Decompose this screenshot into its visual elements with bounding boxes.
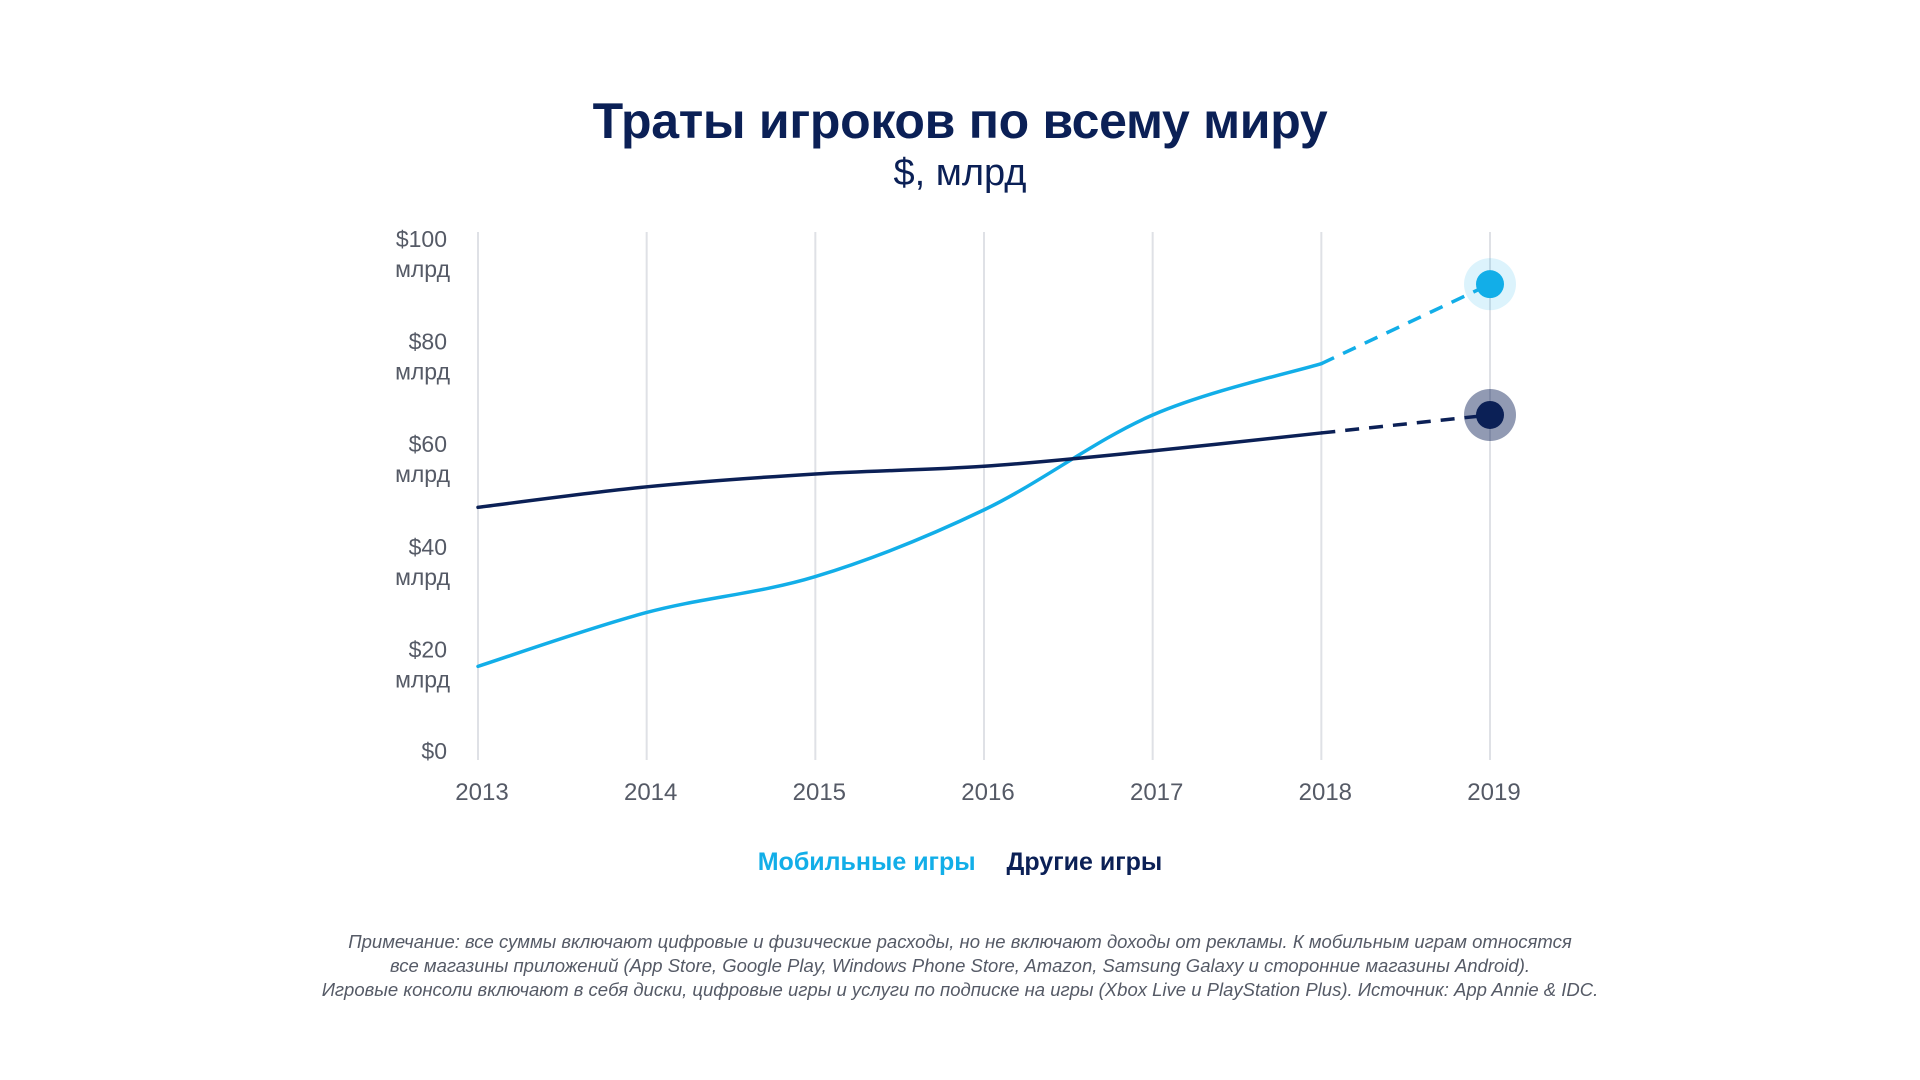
chart-title: Траты игроков по всему миру — [592, 93, 1328, 149]
legend-item-mobile: Мобильные игры — [757, 848, 976, 876]
chart-subtitle: $, млрд — [893, 152, 1027, 194]
series-layer — [476, 258, 1516, 669]
y-tick-value-80: $80 — [409, 329, 447, 355]
y-tick-value-100: $100 — [396, 226, 447, 252]
footnote-line-2: все магазины приложений (App Store, Goog… — [389, 955, 1531, 976]
point-mobile-2019 — [1476, 270, 1504, 299]
y-tick-value-20: $20 — [409, 636, 447, 662]
legend: Мобильные игры Другие игры — [0, 848, 1920, 877]
point-other-2019 — [1476, 400, 1504, 429]
x-tick-2016: 2016 — [961, 779, 1014, 806]
x-tick-2019: 2019 — [1467, 779, 1520, 806]
x-tick-2014: 2014 — [624, 779, 677, 806]
y-tick-unit-40: млрд — [395, 564, 450, 590]
series-forecast-other — [1321, 413, 1491, 435]
y-tick-unit-20: млрд — [395, 666, 450, 692]
x-tick-2015: 2015 — [793, 779, 846, 806]
y-tick-value-40: $40 — [409, 534, 447, 560]
series-line-other — [476, 431, 1324, 510]
axis-layer: 2013 2014 2015 2016 2017 2018 2019 $0 $20 млрд $40… — [395, 226, 1521, 806]
y-tick-unit-80: млрд — [395, 359, 450, 385]
x-tick-2018: 2018 — [1299, 779, 1352, 806]
footnote-line-3: Игровые консоли включают в себя диски, ц… — [321, 979, 1599, 1000]
legend-item-other: Другие игры — [1006, 848, 1163, 876]
x-tick-2017: 2017 — [1130, 779, 1183, 806]
x-tick-2013: 2013 — [455, 779, 508, 806]
y-tick-unit-100: млрд — [395, 256, 450, 282]
y-tick-value-0: $0 — [421, 738, 447, 764]
y-tick-unit-60: млрд — [395, 461, 450, 487]
grid-layer — [477, 232, 1491, 760]
series-forecast-mobile — [1320, 282, 1491, 366]
footnote: Примечание: все суммы включают цифровые … — [0, 930, 1920, 1002]
y-tick-value-60: $60 — [409, 431, 447, 457]
series-line-mobile — [476, 361, 1324, 669]
footnote-line-1: Примечание: все суммы включают цифровые … — [348, 931, 1572, 952]
